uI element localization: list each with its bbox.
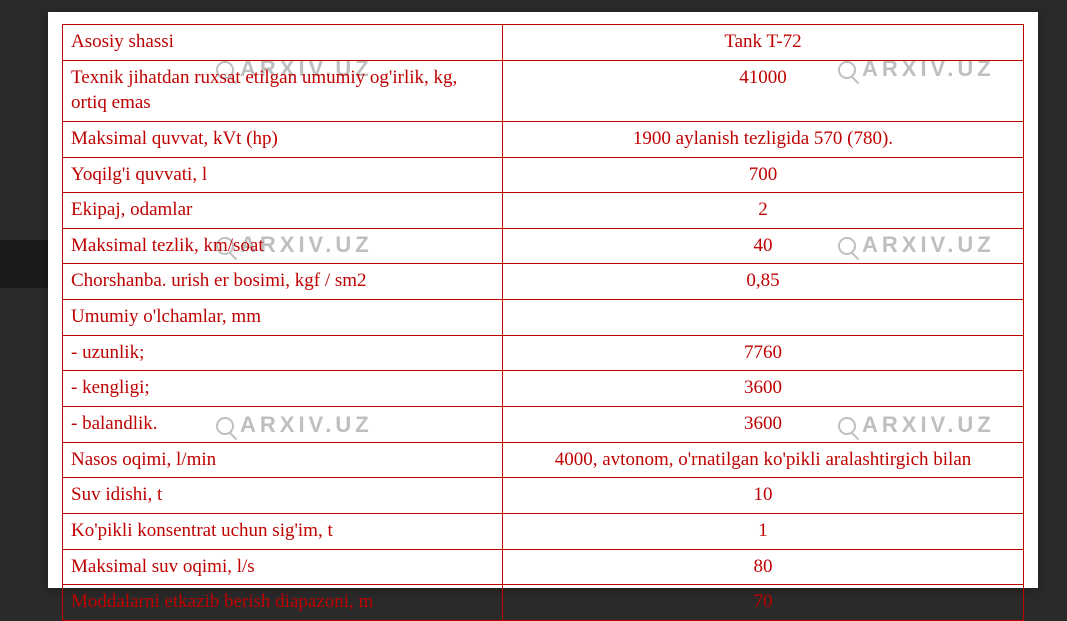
table-row: - balandlik.3600 [63, 407, 1024, 443]
table-row: Umumiy o'lchamlar, mm [63, 300, 1024, 336]
table-row: Suv idishi, t10 [63, 478, 1024, 514]
spec-value: 4000, avtonom, o'rnatilgan ko'pikli aral… [503, 442, 1024, 478]
table-row: - kengligi;3600 [63, 371, 1024, 407]
left-accent-bar [0, 240, 48, 288]
table-row: Asosiy shassiTank T-72 [63, 25, 1024, 61]
spec-value: 10 [503, 478, 1024, 514]
table-row: Chorshanba. urish er bosimi, kgf / sm20,… [63, 264, 1024, 300]
spec-value: 700 [503, 157, 1024, 193]
spec-value: 0,85 [503, 264, 1024, 300]
spec-label: Yoqilg'i quvvati, l [63, 157, 503, 193]
spec-value: 80 [503, 549, 1024, 585]
spec-label: Ko'pikli konsentrat uchun sig'im, t [63, 513, 503, 549]
table-row: Texnik jihatdan ruxsat etilgan umumiy og… [63, 60, 1024, 121]
spec-label: Nasos oqimi, l/min [63, 442, 503, 478]
slide-container: ARXIV.UZ ARXIV.UZ ARXIV.UZ ARXIV.UZ ARXI… [48, 12, 1038, 588]
spec-value: 1 [503, 513, 1024, 549]
spec-value: 2 [503, 193, 1024, 229]
spec-value: Tank T-72 [503, 25, 1024, 61]
spec-label: Moddalarni etkazib berish diapazoni, m [63, 585, 503, 621]
table-row: Maksimal tezlik, km/soat40 [63, 228, 1024, 264]
spec-value: 1900 aylanish tezligida 570 (780). [503, 121, 1024, 157]
table-row: Ko'pikli konsentrat uchun sig'im, t1 [63, 513, 1024, 549]
table-row: Nasos oqimi, l/min4000, avtonom, o'rnati… [63, 442, 1024, 478]
table-row: Maksimal suv oqimi, l/s80 [63, 549, 1024, 585]
spec-label: Ekipaj, odamlar [63, 193, 503, 229]
spec-label: - balandlik. [63, 407, 503, 443]
table-row: Moddalarni etkazib berish diapazoni, m70 [63, 585, 1024, 621]
table-row: - uzunlik;7760 [63, 335, 1024, 371]
spec-value: 40 [503, 228, 1024, 264]
spec-label: Asosiy shassi [63, 25, 503, 61]
spec-label: Umumiy o'lchamlar, mm [63, 300, 503, 336]
spec-value [503, 300, 1024, 336]
spec-value: 70 [503, 585, 1024, 621]
spec-label: Maksimal tezlik, km/soat [63, 228, 503, 264]
spec-label: Maksimal quvvat, kVt (hp) [63, 121, 503, 157]
spec-label: Suv idishi, t [63, 478, 503, 514]
table-row: Yoqilg'i quvvati, l700 [63, 157, 1024, 193]
spec-value: 41000 [503, 60, 1024, 121]
spec-value: 3600 [503, 371, 1024, 407]
spec-value: 3600 [503, 407, 1024, 443]
spec-label: Texnik jihatdan ruxsat etilgan umumiy og… [63, 60, 503, 121]
spec-label: Maksimal suv oqimi, l/s [63, 549, 503, 585]
table-row: Maksimal quvvat, kVt (hp)1900 aylanish t… [63, 121, 1024, 157]
spec-value: 7760 [503, 335, 1024, 371]
spec-table-body: Asosiy shassiTank T-72 Texnik jihatdan r… [63, 25, 1024, 621]
spec-label: Chorshanba. urish er bosimi, kgf / sm2 [63, 264, 503, 300]
spec-table: Asosiy shassiTank T-72 Texnik jihatdan r… [62, 24, 1024, 621]
spec-label: - kengligi; [63, 371, 503, 407]
table-row: Ekipaj, odamlar2 [63, 193, 1024, 229]
spec-label: - uzunlik; [63, 335, 503, 371]
